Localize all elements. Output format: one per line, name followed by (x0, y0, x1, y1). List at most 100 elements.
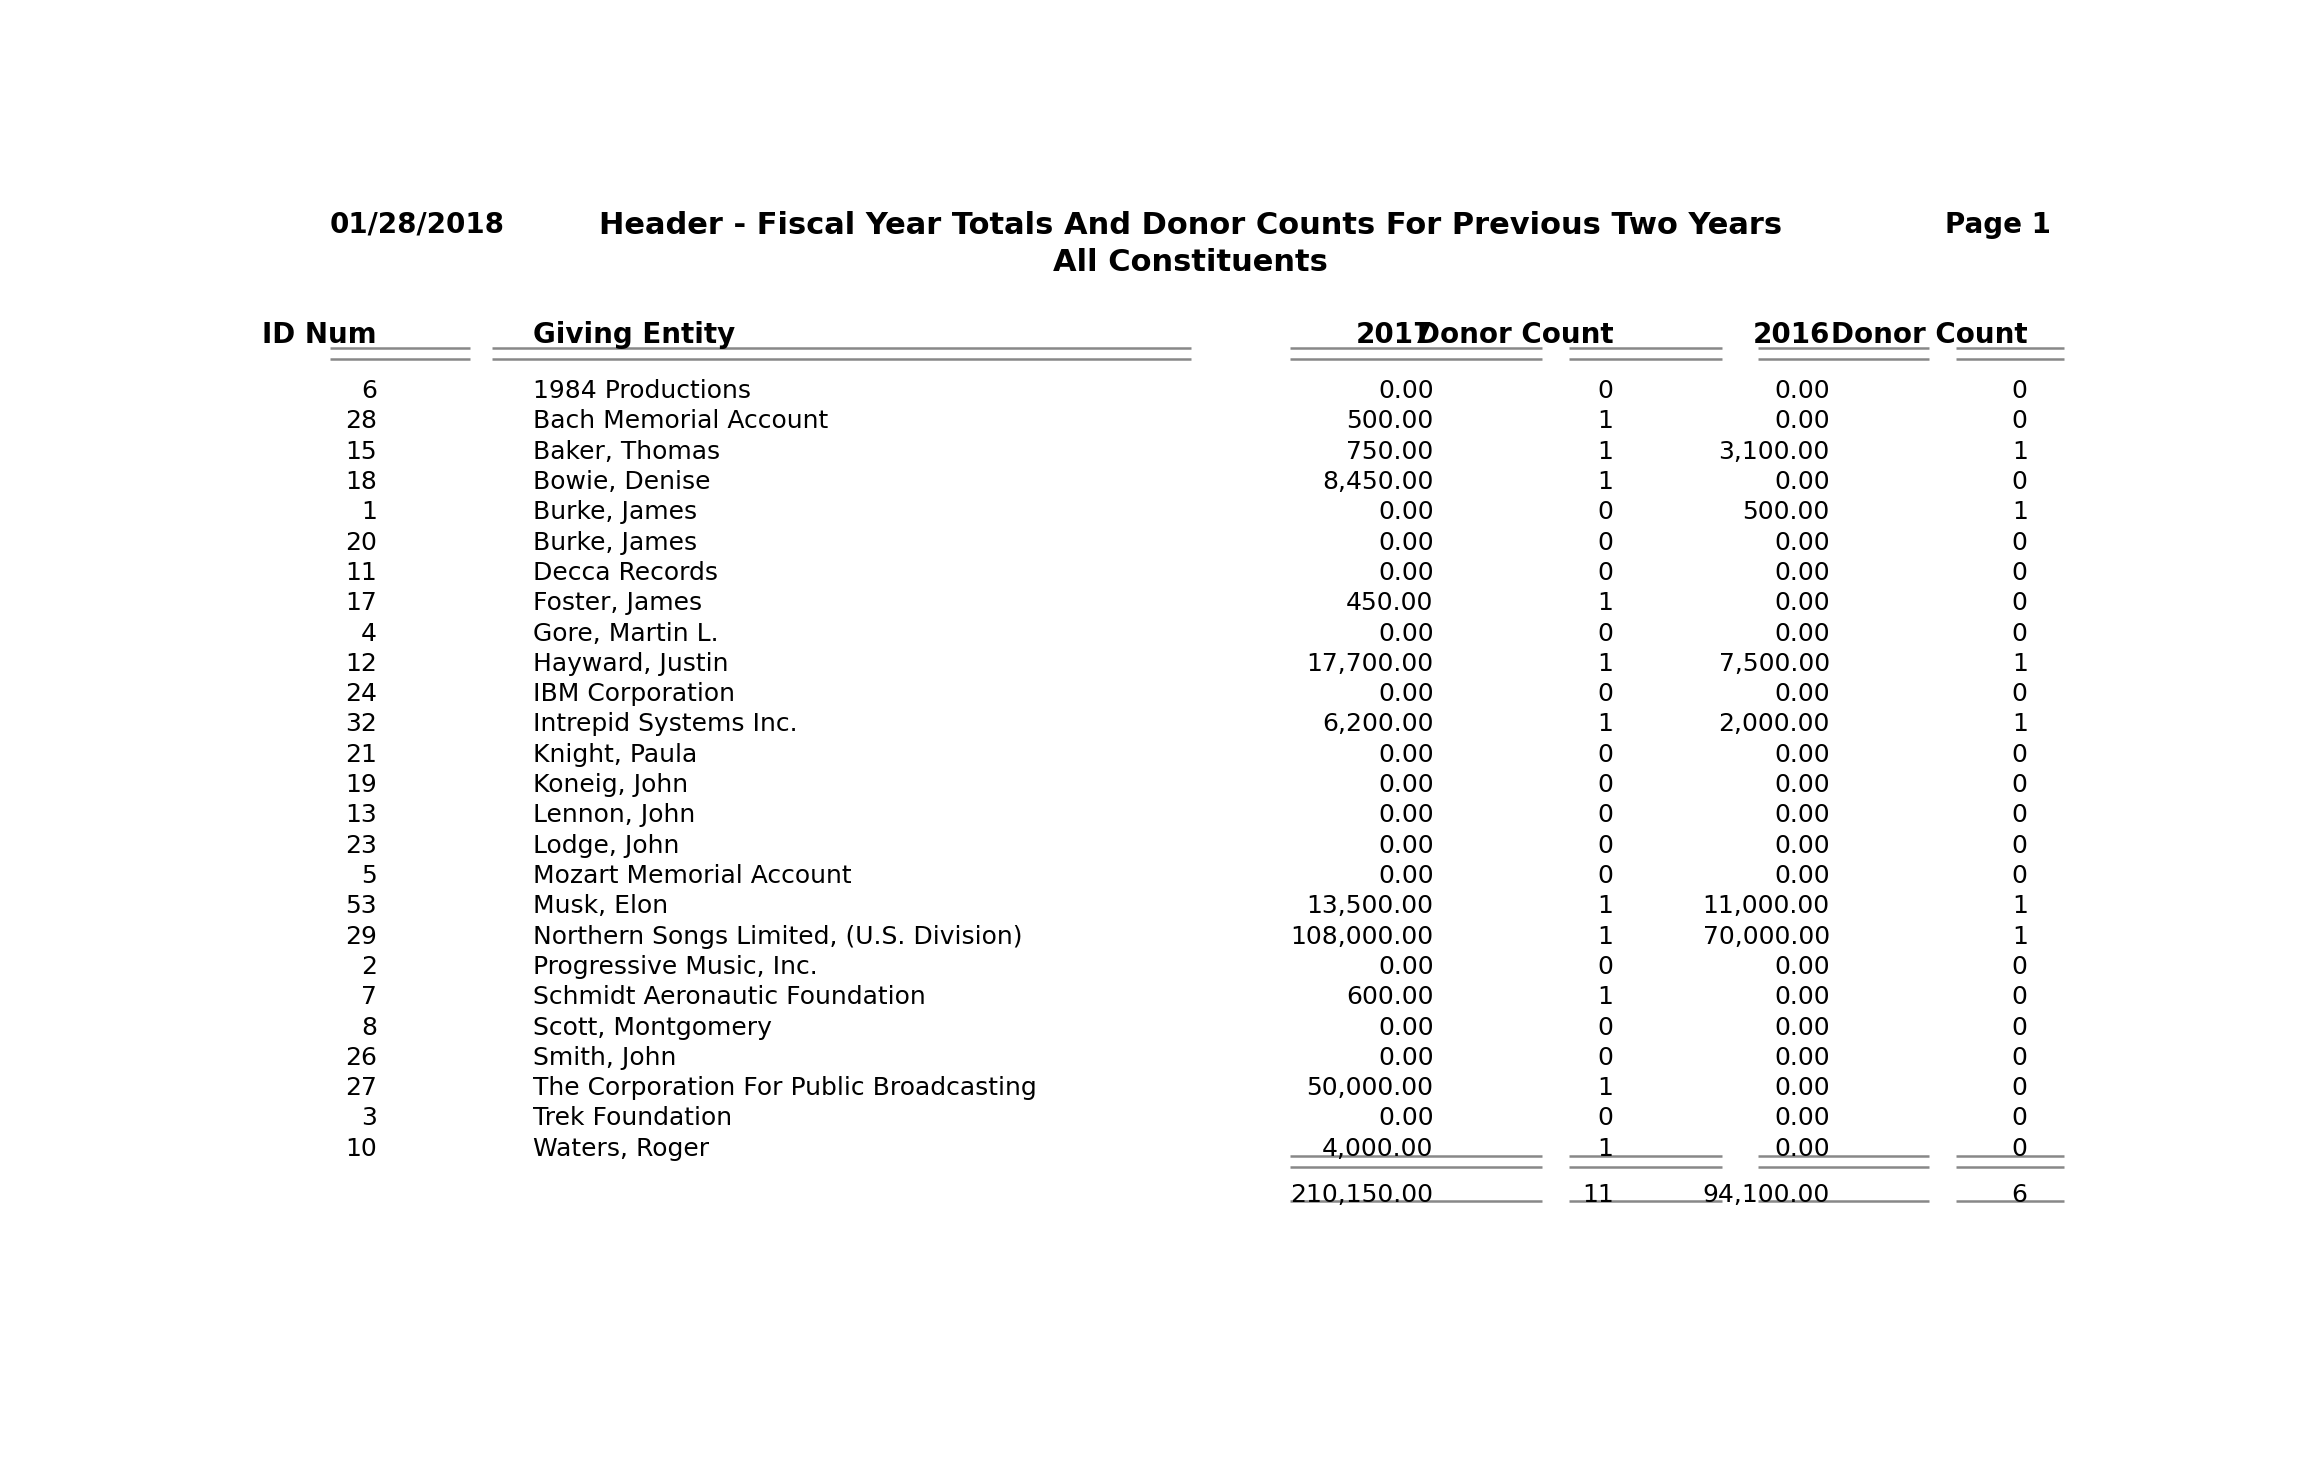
Text: 2,000.00: 2,000.00 (1719, 712, 1831, 736)
Text: 0: 0 (2012, 833, 2028, 858)
Text: 17: 17 (346, 592, 376, 615)
Text: 1: 1 (1598, 651, 1614, 676)
Text: 0: 0 (2012, 622, 2028, 645)
Text: 0: 0 (1598, 743, 1614, 766)
Text: 0.00: 0.00 (1378, 622, 1433, 645)
Text: 0.00: 0.00 (1775, 774, 1831, 797)
Text: 1: 1 (2012, 925, 2028, 949)
Text: 0.00: 0.00 (1775, 833, 1831, 858)
Text: 0: 0 (1598, 500, 1614, 525)
Text: 0: 0 (2012, 592, 2028, 615)
Text: 0: 0 (1598, 864, 1614, 887)
Text: 0.00: 0.00 (1775, 561, 1831, 584)
Text: 0.00: 0.00 (1775, 985, 1831, 1010)
Text: 108,000.00: 108,000.00 (1292, 925, 1433, 949)
Text: Koneig, John: Koneig, John (534, 774, 688, 797)
Text: Smith, John: Smith, John (534, 1046, 676, 1069)
Text: 27: 27 (344, 1077, 376, 1100)
Text: Knight, Paula: Knight, Paula (534, 743, 697, 766)
Text: 5: 5 (360, 864, 376, 887)
Text: 0.00: 0.00 (1378, 500, 1433, 525)
Text: 0: 0 (2012, 1077, 2028, 1100)
Text: 0.00: 0.00 (1775, 622, 1831, 645)
Text: Burke, James: Burke, James (534, 500, 697, 525)
Text: 0.00: 0.00 (1378, 743, 1433, 766)
Text: Trek Foundation: Trek Foundation (534, 1106, 732, 1131)
Text: 3,100.00: 3,100.00 (1719, 440, 1831, 463)
Text: 11: 11 (346, 561, 376, 584)
Text: 0.00: 0.00 (1775, 1077, 1831, 1100)
Text: 11: 11 (1582, 1183, 1614, 1206)
Text: Baker, Thomas: Baker, Thomas (534, 440, 720, 463)
Text: 26: 26 (344, 1046, 376, 1069)
Text: 11,000.00: 11,000.00 (1703, 895, 1831, 918)
Text: 0: 0 (1598, 803, 1614, 828)
Text: All Constituents: All Constituents (1052, 248, 1329, 277)
Text: 6: 6 (2012, 1183, 2028, 1206)
Text: 0.00: 0.00 (1775, 1046, 1831, 1069)
Text: Donor Count: Donor Count (1417, 321, 1614, 348)
Text: 0: 0 (2012, 561, 2028, 584)
Text: 0.00: 0.00 (1378, 833, 1433, 858)
Text: 0.00: 0.00 (1775, 1136, 1831, 1161)
Text: 0: 0 (1598, 833, 1614, 858)
Text: 500.00: 500.00 (1742, 500, 1831, 525)
Text: 1: 1 (360, 500, 376, 525)
Text: 1: 1 (2012, 712, 2028, 736)
Text: 0.00: 0.00 (1775, 530, 1831, 555)
Text: 0: 0 (2012, 1136, 2028, 1161)
Text: IBM Corporation: IBM Corporation (534, 682, 736, 707)
Text: 4: 4 (360, 622, 376, 645)
Text: 0: 0 (2012, 682, 2028, 707)
Text: 19: 19 (346, 774, 376, 797)
Text: 0.00: 0.00 (1378, 774, 1433, 797)
Text: 0: 0 (1598, 774, 1614, 797)
Text: 7,500.00: 7,500.00 (1719, 651, 1831, 676)
Text: 0.00: 0.00 (1775, 409, 1831, 433)
Text: 210,150.00: 210,150.00 (1292, 1183, 1433, 1206)
Text: 4,000.00: 4,000.00 (1322, 1136, 1433, 1161)
Text: Donor Count: Donor Count (1831, 321, 2028, 348)
Text: 29: 29 (344, 925, 376, 949)
Text: Bach Memorial Account: Bach Memorial Account (534, 409, 829, 433)
Text: 6,200.00: 6,200.00 (1322, 712, 1433, 736)
Text: 1: 1 (2012, 895, 2028, 918)
Text: Decca Records: Decca Records (534, 561, 718, 584)
Text: Scott, Montgomery: Scott, Montgomery (534, 1016, 771, 1039)
Text: 1: 1 (1598, 592, 1614, 615)
Text: 53: 53 (346, 895, 376, 918)
Text: Lennon, John: Lennon, John (534, 803, 695, 828)
Text: 500.00: 500.00 (1347, 409, 1433, 433)
Text: 0: 0 (1598, 530, 1614, 555)
Text: 7: 7 (360, 985, 376, 1010)
Text: 3: 3 (360, 1106, 376, 1131)
Text: Intrepid Systems Inc.: Intrepid Systems Inc. (534, 712, 799, 736)
Text: 0.00: 0.00 (1378, 1016, 1433, 1039)
Text: 32: 32 (344, 712, 376, 736)
Text: Schmidt Aeronautic Foundation: Schmidt Aeronautic Foundation (534, 985, 927, 1010)
Text: 0: 0 (1598, 1046, 1614, 1069)
Text: Hayward, Justin: Hayward, Justin (534, 651, 729, 676)
Text: Musk, Elon: Musk, Elon (534, 895, 669, 918)
Text: 0.00: 0.00 (1775, 379, 1831, 404)
Text: Waters, Roger: Waters, Roger (534, 1136, 709, 1161)
Text: 0: 0 (2012, 530, 2028, 555)
Text: 0: 0 (2012, 954, 2028, 979)
Text: 1984 Productions: 1984 Productions (534, 379, 750, 404)
Text: 1: 1 (2012, 500, 2028, 525)
Text: 70,000.00: 70,000.00 (1703, 925, 1831, 949)
Text: 21: 21 (344, 743, 376, 766)
Text: 0: 0 (1598, 561, 1614, 584)
Text: 10: 10 (346, 1136, 376, 1161)
Text: 0.00: 0.00 (1378, 1106, 1433, 1131)
Text: 0.00: 0.00 (1378, 1046, 1433, 1069)
Text: 23: 23 (344, 833, 376, 858)
Text: Giving Entity: Giving Entity (534, 321, 736, 348)
Text: Header - Fiscal Year Totals And Donor Counts For Previous Two Years: Header - Fiscal Year Totals And Donor Co… (599, 211, 1782, 240)
Text: Burke, James: Burke, James (534, 530, 697, 555)
Text: 6: 6 (360, 379, 376, 404)
Text: 13,500.00: 13,500.00 (1306, 895, 1433, 918)
Text: 0: 0 (2012, 985, 2028, 1010)
Text: Gore, Martin L.: Gore, Martin L. (534, 622, 720, 645)
Text: 8,450.00: 8,450.00 (1322, 471, 1433, 494)
